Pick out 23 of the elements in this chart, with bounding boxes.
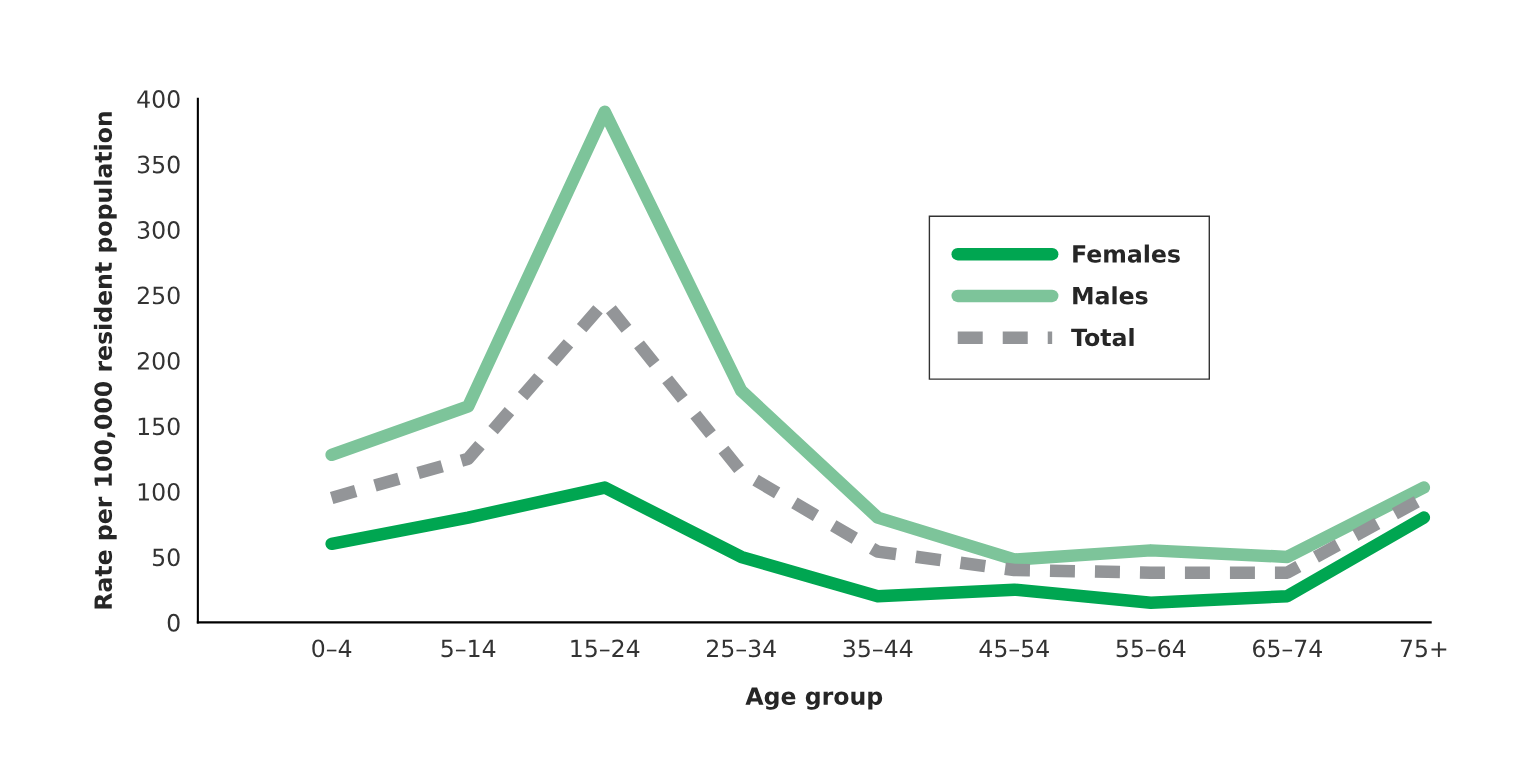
y-tick-label: 400 xyxy=(137,90,180,108)
legend-label: Males xyxy=(1073,286,1148,305)
y-axis-title: Rate per 100,000 resident population xyxy=(93,112,117,609)
y-tick-label: 150 xyxy=(138,417,180,436)
x-tick-label: 15–24 xyxy=(571,639,640,658)
x-axis-title: Age group xyxy=(745,687,883,710)
y-tick-label: 100 xyxy=(138,482,180,501)
x-tick-label: 65–74 xyxy=(1253,639,1322,658)
x-tick-label: 45–54 xyxy=(979,639,1049,658)
y-tick-label: 50 xyxy=(152,548,180,567)
y-tick-label: 200 xyxy=(137,351,180,370)
y-tick-label: 250 xyxy=(137,286,180,305)
y-tick-label: 350 xyxy=(137,155,180,174)
x-tick-label: 5–14 xyxy=(441,639,496,658)
x-tick-label: 75+ xyxy=(1400,639,1447,658)
y-tick-label: 300 xyxy=(137,221,180,239)
x-tick-label: 25–34 xyxy=(707,639,776,658)
y-tick-label: 0 xyxy=(167,613,180,632)
x-tick-label: 0–4 xyxy=(312,639,352,658)
x-tick-label: 55–64 xyxy=(1116,639,1186,658)
x-tick-label: 35–44 xyxy=(843,639,913,658)
legend-label: Females xyxy=(1073,244,1180,263)
legend-label: Total xyxy=(1071,327,1134,347)
